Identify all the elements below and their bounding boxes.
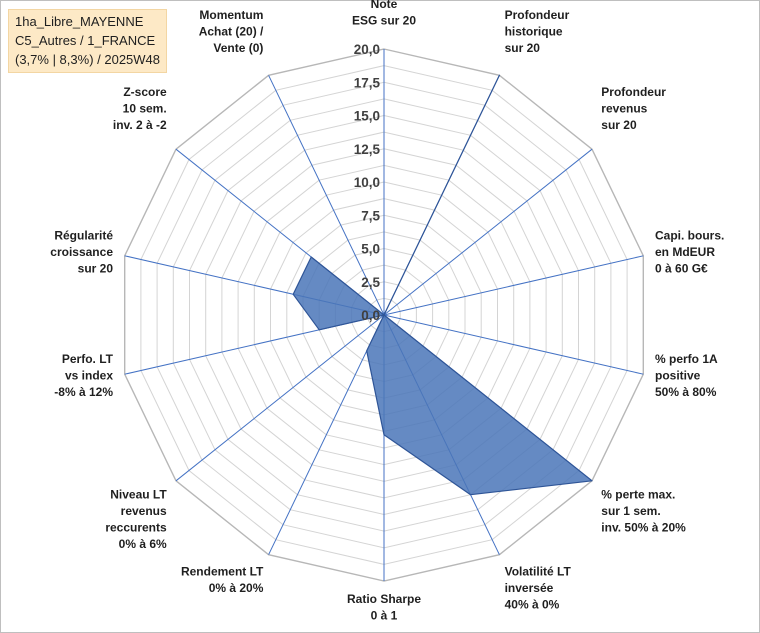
axis-label-line: 10 sem. xyxy=(123,102,167,116)
axis-label-line: sur 20 xyxy=(78,261,114,275)
axis-label: Capi. bours. en MdEUR 0 à 60 G€ xyxy=(655,228,724,275)
axis-label: Momentum Achat (20) / Vente (0) xyxy=(199,8,264,55)
tick-label: 17,5 xyxy=(354,75,381,90)
chart-title-line-2: C5_Autres / 1_FRANCE xyxy=(15,33,156,48)
axis-label-line: sur 20 xyxy=(505,41,541,55)
axis-label-line: Niveau LT xyxy=(110,487,167,501)
axis-label-line: ESG sur 20 xyxy=(352,14,416,28)
series-layer xyxy=(292,74,593,496)
axis-label-line: Profondeur xyxy=(601,85,666,99)
axis-spoke xyxy=(268,75,385,316)
axis-label: Z-score 10 sem. inv. 2 à -2 xyxy=(113,85,167,132)
axis-label-line: vs index xyxy=(65,369,113,383)
tick-label: 12,5 xyxy=(354,142,381,157)
axis-label-line: 0% à 20% xyxy=(209,581,264,595)
axis-label-line: Capi. bours. xyxy=(655,228,724,242)
axis-label-line: Perfo. LT xyxy=(62,352,114,366)
axis-label-line: 40% à 0% xyxy=(505,598,560,612)
axis-spoke xyxy=(383,314,644,375)
axis-label-line: sur 1 sem. xyxy=(601,504,660,518)
tick-label: 5,0 xyxy=(361,242,380,257)
tick-label: 7,5 xyxy=(361,208,380,223)
axis-label-line: historique xyxy=(505,25,563,39)
axis-label-line: revenus xyxy=(601,102,647,116)
axis-label: Profondeur historique sur 20 xyxy=(505,8,570,55)
label-layer: Note ESG sur 20 Profondeur historique sur 20… xyxy=(50,0,724,623)
axis-label-line: 0 à 1 xyxy=(371,609,398,623)
axis-label: % perte max. sur 1 sem. inv. 50% à 20% xyxy=(601,487,686,534)
tick-label: 20,0 xyxy=(354,42,380,57)
axis-label: Ratio Sharpe 0 à 1 xyxy=(347,592,421,623)
axis-spoke xyxy=(268,314,385,555)
axis-label-line: % perfo 1A xyxy=(655,352,718,366)
axis-label-line: croissance xyxy=(50,245,113,259)
axis-label: Perfo. LT vs index -8% à 12% xyxy=(54,352,113,399)
axis-label-line: % perte max. xyxy=(601,487,675,501)
axis-label-line: reccurents xyxy=(105,520,167,534)
axis-label-line: Profondeur xyxy=(505,8,570,22)
axis-label: % perfo 1A positive 50% à 80% xyxy=(655,352,718,399)
axis-label-line: Note xyxy=(371,0,398,11)
axis-label-line: Rendement LT xyxy=(181,565,264,579)
axis-label-line: Momentum xyxy=(199,8,263,22)
tick-label: 2,5 xyxy=(361,275,380,290)
tick-label: 15,0 xyxy=(354,109,380,124)
axis-label-line: inversée xyxy=(505,581,554,595)
axis-label: Niveau LT revenus reccurents 0% à 6% xyxy=(105,487,167,551)
axis-label-line: inv. 50% à 20% xyxy=(601,520,686,534)
axis-spoke xyxy=(383,255,644,316)
axis-label-line: Régularité xyxy=(54,228,113,242)
axis-label-line: 0 à 60 G€ xyxy=(655,261,708,275)
chart-title: 1ha_Libre_MAYENNE C5_Autres / 1_FRANCE (… xyxy=(8,9,168,73)
axis-spoke xyxy=(175,314,385,482)
axis-label: Volatilité LT inversée 40% à 0% xyxy=(505,565,572,612)
axis-label-line: Volatilité LT xyxy=(505,565,572,579)
axis-label-line: -8% à 12% xyxy=(54,385,113,399)
axis-label-line: positive xyxy=(655,369,701,383)
axis-label-line: inv. 2 à -2 xyxy=(113,118,167,132)
axis-label-line: 50% à 80% xyxy=(655,385,717,399)
axis-label: Régularité croissance sur 20 xyxy=(50,228,113,275)
axis-label: Profondeur revenus sur 20 xyxy=(601,85,666,132)
grid-layer xyxy=(123,48,644,582)
axis-label-line: Achat (20) / xyxy=(199,25,264,39)
axis-label-line: Ratio Sharpe xyxy=(347,592,421,606)
chart-title-line-3: (3,7% | 8,3%) / 2025W48 xyxy=(15,52,161,67)
tick-label: 0,0 xyxy=(361,308,380,323)
axis-label-line: 0% à 6% xyxy=(119,537,167,551)
chart-title-line-1: 1ha_Libre_MAYENNE xyxy=(15,14,144,29)
tick-label: 10,0 xyxy=(354,175,380,190)
tick-layer: 0,0 2,5 5,0 7,5 10,0 12,5 15,0 17,5 20,0 xyxy=(354,42,381,323)
axis-label-line: sur 20 xyxy=(601,118,637,132)
axis-label-line: revenus xyxy=(121,504,167,518)
axis-label-line: en MdEUR xyxy=(655,245,715,259)
axis-label: Note ESG sur 20 xyxy=(352,0,416,28)
axis-spoke xyxy=(383,148,593,316)
axis-label-line: Z-score xyxy=(123,85,167,99)
axis-label: Rendement LT 0% à 20% xyxy=(181,565,264,596)
axis-label-line: Vente (0) xyxy=(213,41,263,55)
series-area xyxy=(292,74,593,496)
